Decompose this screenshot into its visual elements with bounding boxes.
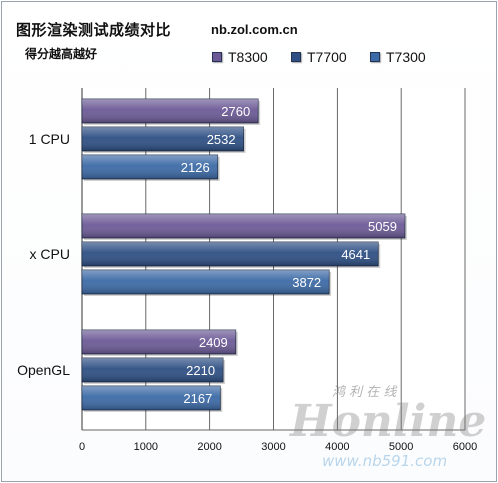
bar-gloss (82, 99, 259, 123)
chart-subtitle: 得分越高越好 (25, 47, 98, 61)
legend-item-t7300: T7300 (370, 49, 426, 65)
bar-value-label: 3872 (292, 275, 321, 290)
bar-gloss (82, 214, 405, 238)
bar-layer (81, 98, 407, 412)
legend-label-t7300: T7300 (386, 49, 426, 65)
x-tick-label: 3000 (261, 441, 285, 453)
bar-gloss (82, 330, 236, 354)
x-tick-label: 6000 (453, 441, 477, 453)
bar-gloss (82, 127, 244, 151)
chart-source: nb.zol.com.cn (211, 22, 298, 37)
legend-label-t8300: T8300 (228, 49, 268, 65)
bar-value-label: 2760 (221, 104, 250, 119)
bar-value-label: 2167 (183, 391, 212, 406)
category-label: 1 CPU (29, 131, 70, 147)
x-tick-label: 5000 (389, 441, 413, 453)
x-tick-label: 2000 (197, 441, 221, 453)
bar-gloss (82, 270, 330, 294)
legend-swatch-t8300 (212, 52, 222, 62)
legend-swatch-t7300 (370, 52, 380, 62)
bar-gloss (82, 242, 379, 266)
bar-value-label: 5059 (368, 219, 397, 234)
bar-gloss (82, 386, 221, 410)
label-layer: 0 1000 2000 3000 4000 5000 6000 1 CPU 2760 2532 21… (17, 104, 477, 453)
x-tick-label: 4000 (325, 441, 349, 453)
legend-label-t7700: T7700 (307, 49, 347, 65)
legend-swatch-t7700 (291, 52, 301, 62)
bar-gloss (82, 155, 218, 179)
chart-title: 图形渲染测试成绩对比 (16, 22, 172, 39)
x-tick-label: 0 (79, 441, 85, 453)
bar-gloss (82, 358, 224, 382)
bar-value-label: 2409 (199, 335, 228, 350)
bar-value-label: 2210 (186, 363, 215, 378)
bar-value-label: 2126 (181, 160, 210, 175)
bar-value-label: 4641 (341, 247, 370, 262)
bar-value-label: 2532 (207, 132, 236, 147)
x-tick-label: 1000 (134, 441, 158, 453)
legend-item-t7700: T7700 (291, 49, 347, 65)
category-label: OpenGL (17, 362, 70, 378)
category-label: x CPU (30, 246, 70, 262)
legend-item-t8300: T8300 (212, 49, 268, 65)
